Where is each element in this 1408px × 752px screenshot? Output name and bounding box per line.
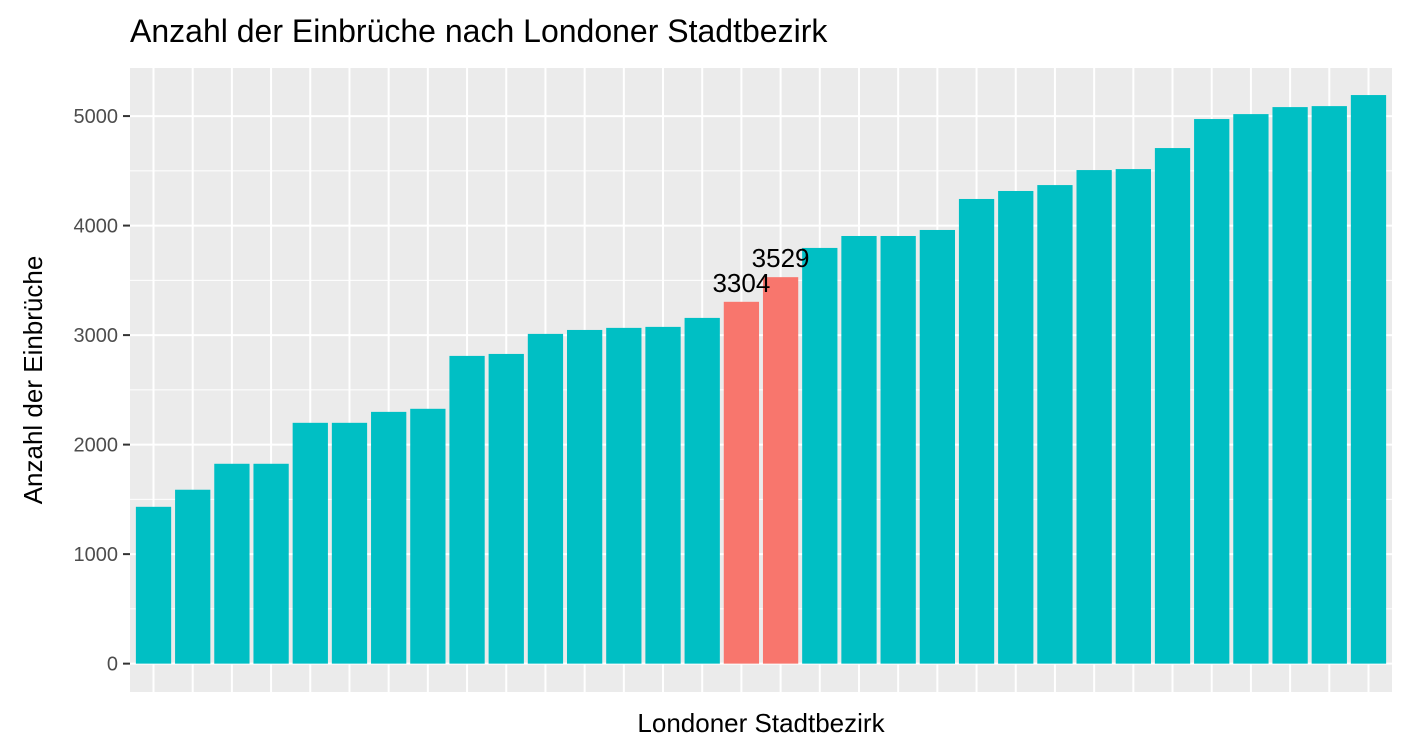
x-axis-title: Londoner Stadtbezirk xyxy=(637,708,885,738)
bar xyxy=(1194,119,1230,664)
bar xyxy=(802,247,838,664)
bar xyxy=(1037,185,1073,664)
bar xyxy=(762,277,799,664)
bar xyxy=(1311,106,1347,664)
y-tick-label: 3000 xyxy=(74,325,119,347)
y-tick-label: 1000 xyxy=(74,544,119,566)
bar xyxy=(331,422,368,664)
bar xyxy=(841,235,877,664)
bar xyxy=(214,463,250,664)
bar xyxy=(527,333,564,664)
y-tick-label: 5000 xyxy=(74,106,119,128)
bar xyxy=(606,327,642,664)
y-tick-label: 2000 xyxy=(74,435,119,457)
chart-title: Anzahl der Einbrüche nach Londoner Stadt… xyxy=(130,13,828,49)
bar xyxy=(1350,95,1387,664)
bar xyxy=(1233,114,1269,664)
bar xyxy=(723,301,760,664)
data-label: 3529 xyxy=(752,243,810,273)
bar xyxy=(566,329,603,664)
bar xyxy=(1076,170,1112,664)
bar xyxy=(253,463,289,664)
bar xyxy=(998,190,1034,664)
data-label: 3304 xyxy=(712,268,770,298)
bar xyxy=(488,353,524,664)
bar xyxy=(175,489,211,664)
bar xyxy=(1272,107,1308,664)
bar xyxy=(371,411,407,664)
y-axis-title: Anzahl der Einbrüche xyxy=(18,256,48,505)
bar xyxy=(645,326,681,664)
bar xyxy=(684,317,720,664)
bar xyxy=(1115,169,1151,664)
bar xyxy=(1154,148,1191,664)
bar xyxy=(958,198,995,664)
bar xyxy=(292,422,328,664)
bar xyxy=(880,235,916,664)
bar xyxy=(449,355,485,664)
y-tick-label: 0 xyxy=(107,654,118,676)
bar xyxy=(135,506,172,664)
bar xyxy=(919,229,956,664)
y-tick-label: 4000 xyxy=(74,216,119,238)
bar xyxy=(410,408,446,664)
